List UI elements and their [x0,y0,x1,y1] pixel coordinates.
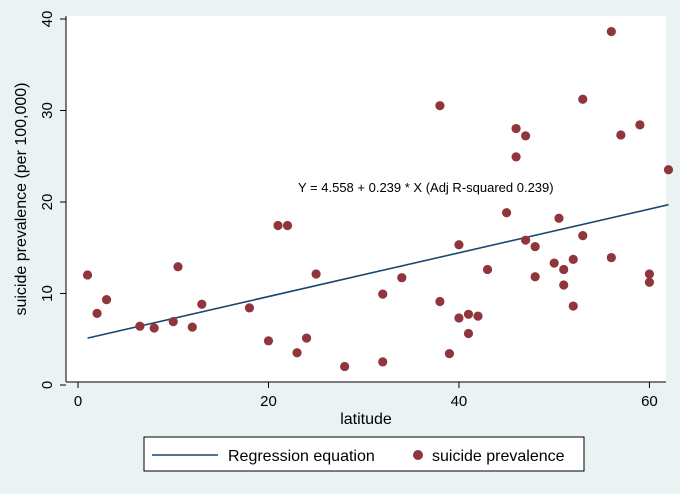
y-tick-label: 30 [39,102,56,119]
data-point [454,240,464,250]
data-point [501,208,512,218]
y-axis-title: suicide prevalence (per 100,000) [13,82,30,315]
data-point [521,235,531,245]
x-tick-label: 20 [260,393,277,410]
data-point [616,130,626,140]
data-point [244,303,255,313]
data-point [606,26,616,37]
data-point [301,333,312,343]
y-tick-label: 0 [39,381,56,389]
y-axis-ticks: 0 10 20 30 40 [39,11,66,389]
data-point [454,313,464,323]
data-point [482,264,493,275]
data-point [635,120,645,130]
data-point [568,254,578,264]
y-tick-label: 20 [39,194,56,211]
x-tick-label: 0 [74,393,82,410]
x-axis-title: latitude [340,411,392,428]
data-point [263,336,274,346]
x-tick-label: 40 [451,393,468,410]
data-point [606,252,616,263]
data-points [82,26,674,372]
data-point [311,269,321,279]
data-point [644,277,655,287]
regression-line [87,203,669,339]
data-point [187,322,197,332]
data-point [435,101,445,111]
data-point [168,317,178,327]
y-tick-label: 10 [39,285,56,302]
data-point [530,241,540,252]
x-axis-ticks: 0 20 40 60 [74,382,658,410]
data-point [578,231,588,241]
data-point [173,262,183,272]
legend-box [143,436,585,472]
data-point [135,321,145,331]
data-point [282,220,293,231]
data-point [663,165,674,175]
legend: Regression equation suicide prevalence [143,436,585,472]
regression-annotation: Y = 4.558 + 0.239 * X (Adj R-squared 0.2… [298,180,554,195]
legend-label-regression: Regression equation [228,448,375,465]
data-point [292,348,302,358]
data-point [378,357,388,367]
y-tick-label: 40 [39,11,56,28]
data-point [92,308,102,318]
legend-label-points: suicide prevalence [432,448,565,465]
data-point [511,152,521,162]
data-point [554,213,564,223]
data-point [559,264,569,275]
data-point [82,270,93,280]
data-point [549,258,559,268]
plot-area [66,16,666,382]
data-point [559,280,569,290]
data-point [273,220,283,231]
data-point [397,273,407,283]
data-point [521,131,531,141]
x-tick-label: 60 [641,393,658,410]
data-point [568,301,578,311]
data-point [340,361,350,372]
data-point [473,311,483,321]
data-point [101,295,112,305]
data-point [435,296,445,307]
data-point [378,289,388,299]
data-point [463,309,474,319]
data-point [511,123,521,134]
data-point [578,94,588,104]
data-point [463,328,474,339]
data-point [644,269,655,279]
data-point [197,299,207,309]
data-point [530,272,540,282]
data-point [444,349,455,359]
data-point [149,323,159,333]
legend-point-swatch [413,450,423,460]
